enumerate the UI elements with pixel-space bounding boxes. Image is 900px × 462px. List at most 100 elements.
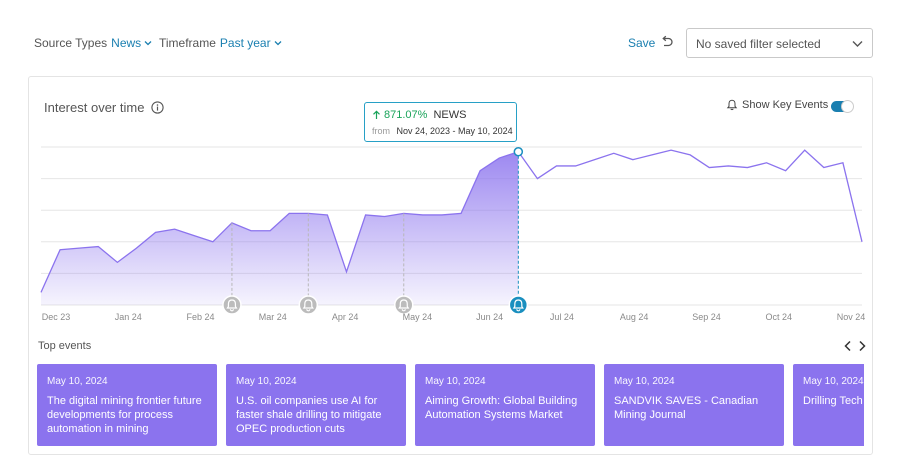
data-point[interactable] xyxy=(821,165,826,170)
data-point[interactable] xyxy=(58,247,63,252)
event-title: Drilling Tech Transforming xyxy=(803,395,864,407)
data-point[interactable] xyxy=(535,176,540,181)
interest-chart: Dec 23 Jan 24 Feb 24 Mar 24 Apr 24 May 24 Jun … xyxy=(39,146,866,322)
top-events-carousel: May 10, 2024 The digital mining frontier … xyxy=(37,364,864,448)
data-point[interactable] xyxy=(840,160,845,165)
data-point[interactable] xyxy=(592,157,597,162)
key-event-marker[interactable] xyxy=(298,295,319,315)
data-point[interactable] xyxy=(745,165,750,170)
data-point[interactable] xyxy=(268,228,273,233)
data-point[interactable] xyxy=(96,244,101,249)
data-point[interactable] xyxy=(420,212,425,217)
tooltip-range: Nov 24, 2023 - May 10, 2024 xyxy=(396,126,513,136)
data-point[interactable] xyxy=(210,239,215,244)
toggle-knob xyxy=(841,100,854,113)
key-event-marker-bg xyxy=(298,295,319,315)
bell-icon xyxy=(302,299,314,309)
news-series-line xyxy=(40,149,863,293)
event-date: May 10, 2024 xyxy=(614,376,675,387)
data-point[interactable] xyxy=(77,246,82,251)
chevron-left-icon[interactable] xyxy=(843,340,853,352)
key-event-marker[interactable] xyxy=(508,295,529,315)
show-key-events-toggle[interactable] xyxy=(831,100,854,113)
timeframe-label: Timeframe xyxy=(159,36,216,50)
x-tick-label: Dec 23 xyxy=(42,312,71,322)
save-button[interactable]: Save xyxy=(628,36,656,50)
data-point[interactable] xyxy=(497,156,502,161)
bell-clapper xyxy=(306,309,311,312)
key-event-marker-bg xyxy=(394,295,414,315)
data-point[interactable] xyxy=(860,239,865,244)
bell-clapper xyxy=(516,309,521,312)
data-point[interactable] xyxy=(573,163,578,168)
filter-bar: Source Types News Timeframe Past year Sa… xyxy=(0,0,900,76)
x-tick-label: Jan 24 xyxy=(115,312,142,322)
tooltip-from-label: from xyxy=(372,126,390,136)
data-point[interactable] xyxy=(153,230,158,235)
show-key-events-label: Show Key Events xyxy=(742,99,829,111)
data-point[interactable] xyxy=(630,157,635,162)
event-date: May 10, 2024 xyxy=(425,376,486,387)
data-point[interactable] xyxy=(707,165,712,170)
event-card[interactable]: May 10, 2024 Aiming Growth: Global Buildi… xyxy=(415,364,595,446)
data-point[interactable] xyxy=(764,160,769,165)
data-point[interactable] xyxy=(363,212,368,217)
data-point[interactable] xyxy=(344,269,349,274)
timeframe-filter[interactable]: Timeframe Past year xyxy=(159,36,282,50)
highlight-point xyxy=(513,146,524,157)
arrow-up-icon xyxy=(373,110,380,119)
bell-clapper xyxy=(229,309,234,312)
bell-icon xyxy=(226,299,238,309)
data-point[interactable] xyxy=(134,246,139,251)
info-icon[interactable] xyxy=(151,101,165,114)
event-card[interactable]: May 10, 2024 The digital mining frontier … xyxy=(37,364,217,446)
undo-icon[interactable] xyxy=(660,35,674,49)
event-title: The digital mining frontier future devel… xyxy=(47,395,202,435)
data-point[interactable] xyxy=(115,260,120,265)
data-point[interactable] xyxy=(802,148,807,153)
data-point[interactable] xyxy=(611,151,616,156)
event-date: May 10, 2024 xyxy=(47,376,108,387)
data-point[interactable] xyxy=(287,211,292,216)
bell-icon xyxy=(398,299,410,309)
data-point[interactable] xyxy=(172,227,177,232)
data-point[interactable] xyxy=(554,163,559,168)
data-point[interactable] xyxy=(669,148,674,153)
saved-filter-value: No saved filter selected xyxy=(696,37,821,51)
key-event-marker-bg xyxy=(222,295,242,315)
data-point[interactable] xyxy=(191,233,196,238)
event-date: May 10, 2024 xyxy=(236,376,297,387)
x-tick-label: Jun 24 xyxy=(476,312,503,322)
event-card[interactable]: May 10, 2024 SANDVIK SAVES - Canadian Min… xyxy=(604,364,784,446)
bell-icon xyxy=(512,299,524,309)
x-tick-label: Nov 24 xyxy=(837,312,866,322)
bell-icon xyxy=(726,99,738,111)
data-point[interactable] xyxy=(726,163,731,168)
x-tick-label: Apr 24 xyxy=(332,312,359,322)
data-point[interactable] xyxy=(39,290,44,295)
data-point[interactable] xyxy=(688,152,693,157)
data-point[interactable] xyxy=(649,152,654,157)
x-tick-label: Mar 24 xyxy=(259,312,287,322)
data-point[interactable] xyxy=(478,168,483,173)
key-event-marker[interactable] xyxy=(394,295,414,315)
interest-over-time-card: Interest over time Show Key Events Dec 2… xyxy=(28,76,873,455)
data-point[interactable] xyxy=(439,212,444,217)
x-tick-label: Aug 24 xyxy=(620,312,649,322)
top-events-label: Top events xyxy=(38,340,92,352)
chevron-right-icon[interactable] xyxy=(857,340,867,352)
key-event-marker[interactable] xyxy=(222,295,242,315)
source-types-filter[interactable]: Source Types News xyxy=(34,36,152,50)
event-card[interactable]: May 10, 2024 Drilling Tech Transforming xyxy=(793,364,864,446)
source-types-label: Source Types xyxy=(34,36,108,50)
timeframe-value: Past year xyxy=(219,36,271,50)
data-point[interactable] xyxy=(249,228,254,233)
event-date: May 10, 2024 xyxy=(803,376,864,387)
data-point[interactable] xyxy=(325,212,330,217)
data-point[interactable] xyxy=(382,214,387,219)
event-card[interactable]: May 10, 2024 U.S. oil companies use AI fo… xyxy=(226,364,406,446)
data-point[interactable] xyxy=(459,211,464,216)
event-title: SANDVIK SAVES - Canadian Mining Journal xyxy=(614,395,759,421)
data-point[interactable] xyxy=(783,168,788,173)
saved-filter-select[interactable]: No saved filter selected xyxy=(686,28,873,58)
